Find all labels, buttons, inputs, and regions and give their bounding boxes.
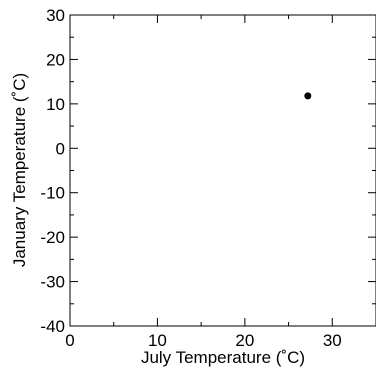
y-tick-label: 10 (46, 95, 65, 114)
data-points (304, 92, 312, 100)
x-tick-label: 30 (323, 331, 342, 350)
y-tick-label: -30 (40, 273, 65, 292)
x-tick-label: 0 (65, 331, 74, 350)
y-tick-label: -40 (40, 317, 65, 336)
y-axis-label: January Temperature (˚C) (10, 73, 29, 267)
y-tick-label: 0 (56, 139, 65, 158)
plot-area-frame (69, 14, 376, 327)
data-point (304, 92, 312, 100)
x-axis: 0 10 20 30 (65, 15, 342, 350)
y-tick-label: 20 (46, 50, 65, 69)
y-tick-label: -10 (40, 184, 65, 203)
x-tick-label: 10 (148, 331, 167, 350)
y-tick-label: -20 (40, 228, 65, 247)
x-tick-label: 20 (235, 331, 254, 350)
x-axis-label: July Temperature (˚C) (141, 348, 305, 367)
y-tick-label: 30 (46, 6, 65, 25)
y-axis: -40 -30 -20 -10 0 10 20 30 (40, 6, 376, 336)
